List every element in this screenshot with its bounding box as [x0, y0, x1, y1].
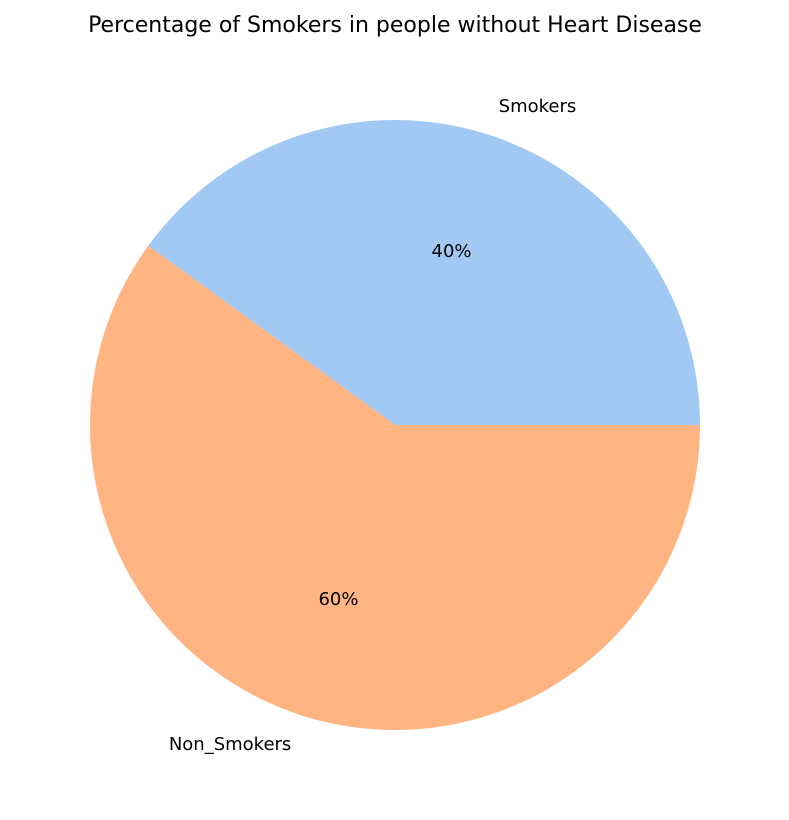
- pie-slices: [89, 120, 701, 731]
- slice-label: Non_Smokers: [169, 734, 292, 755]
- pie-slice-non-smokers: [89, 245, 701, 731]
- slice-percent-label: 40%: [432, 241, 472, 262]
- pie-labels: Smokers 40% Non_Smokers 60%: [169, 96, 576, 755]
- slice-percent-label: 60%: [318, 589, 358, 610]
- pie-slice-smokers: [148, 120, 700, 426]
- chart-title: Percentage of Smokers in people without …: [88, 13, 702, 38]
- slice-label: Smokers: [499, 96, 577, 117]
